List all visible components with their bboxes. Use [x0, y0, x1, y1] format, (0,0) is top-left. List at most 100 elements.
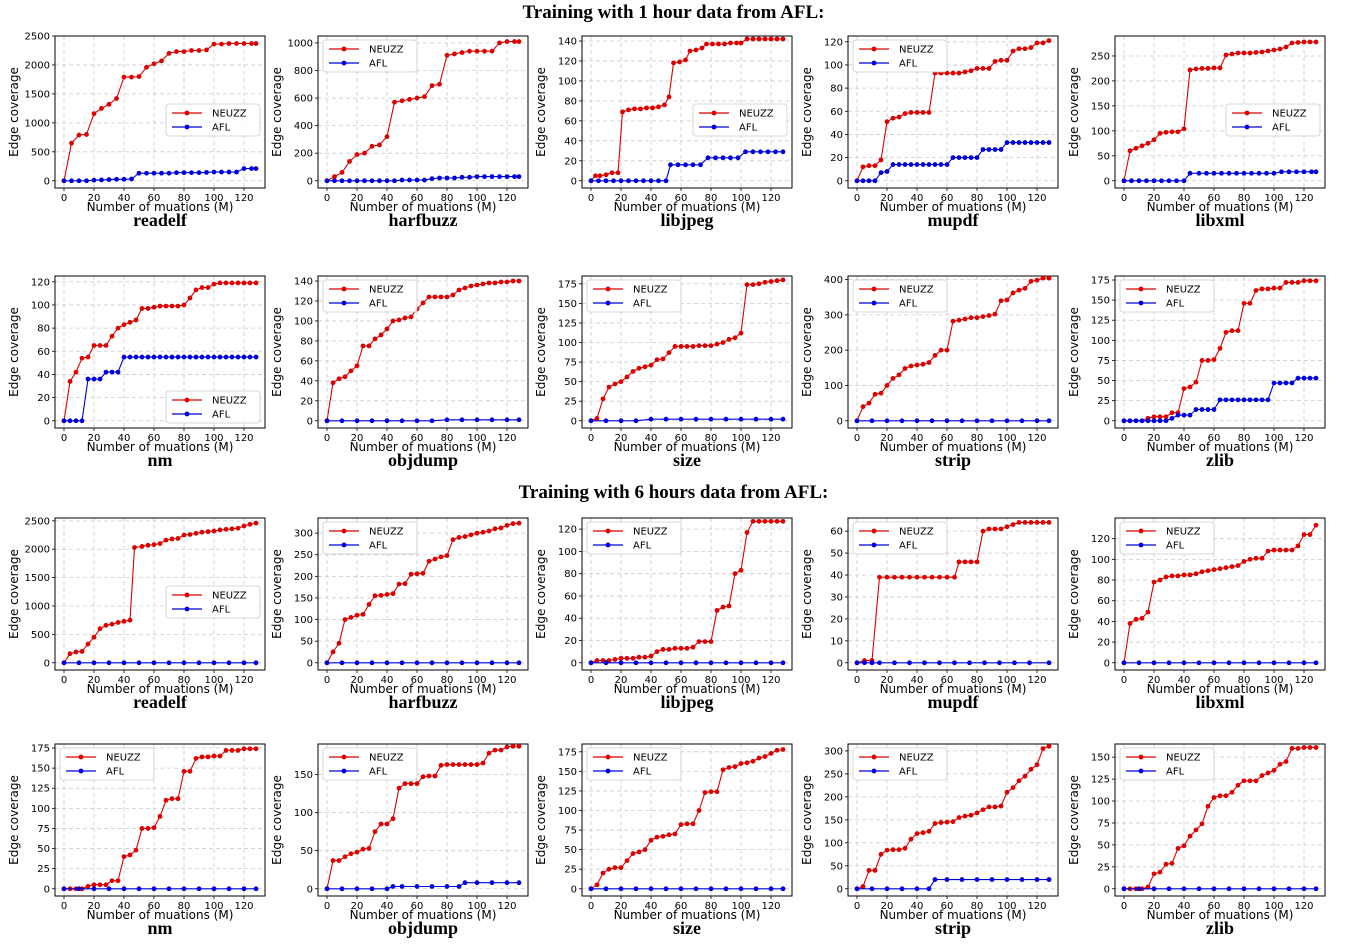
data-point-neuzz	[1040, 746, 1046, 751]
y-tick-label: 0	[837, 658, 843, 669]
data-point-afl	[1181, 412, 1187, 418]
x-tick-label: 0	[588, 433, 594, 444]
data-point-neuzz	[109, 333, 115, 339]
data-point-neuzz	[456, 535, 462, 540]
x-tick-label: 0	[588, 193, 594, 204]
data-point-afl	[998, 147, 1004, 152]
legend-box	[322, 521, 418, 555]
data-point-neuzz	[998, 803, 1004, 809]
y-tick-label: 60	[1097, 596, 1110, 607]
section-title-1h: Training with 1 hour data from AFL:	[522, 2, 825, 23]
data-point-afl	[1241, 397, 1247, 403]
x-tick-label: 60	[148, 901, 161, 912]
data-point-afl	[899, 418, 905, 424]
data-point-neuzz	[1193, 571, 1199, 577]
data-point-neuzz	[1235, 50, 1241, 56]
y-tick-label: 75	[564, 358, 577, 369]
data-point-afl	[920, 162, 926, 167]
x-tick-label: 20	[351, 675, 364, 686]
legend-marker-neuzz	[871, 754, 877, 760]
legend-marker-afl	[341, 60, 347, 66]
y-tick-label: 80	[830, 84, 843, 95]
data-point-neuzz	[510, 743, 516, 749]
data-point-afl	[489, 174, 495, 180]
data-point-neuzz	[986, 804, 992, 810]
y-axis-label: Edge coverage	[800, 67, 814, 157]
data-point-afl	[693, 886, 699, 892]
data-point-neuzz	[420, 300, 426, 306]
legend-box	[852, 747, 948, 781]
x-tick-label: 100	[997, 675, 1016, 686]
y-tick-label: 0	[307, 176, 313, 187]
data-point-neuzz	[79, 355, 85, 361]
data-point-neuzz	[253, 280, 259, 286]
subplot-title: zlib	[1206, 450, 1234, 470]
subplot-title: harfbuzz	[389, 210, 458, 230]
data-point-neuzz	[1133, 616, 1139, 622]
data-point-afl	[989, 418, 995, 424]
y-tick-label: 75	[37, 824, 50, 835]
data-point-neuzz	[1199, 821, 1205, 827]
y-tick-label: 0	[1104, 416, 1110, 427]
data-point-neuzz	[73, 649, 79, 655]
x-tick-label: 0	[61, 433, 67, 444]
axes-frame	[581, 517, 793, 671]
data-point-neuzz	[181, 768, 187, 774]
x-tick-label: 40	[1178, 675, 1191, 686]
data-point-neuzz	[654, 834, 660, 840]
data-point-afl	[73, 418, 79, 424]
y-tick-label: 50	[1097, 376, 1110, 387]
subplot-size-6h: 0 20 40 60 80 100 1200255075100125150175Number…	[534, 743, 793, 938]
x-tick-label: 60	[1208, 193, 1221, 204]
y-tick-label: 40	[564, 614, 577, 625]
data-point-afl	[1219, 170, 1224, 176]
data-point-afl	[648, 886, 654, 892]
legend-box	[165, 103, 261, 137]
data-point-neuzz	[181, 302, 187, 308]
legend-marker-afl	[871, 768, 877, 774]
data-point-afl	[1004, 418, 1010, 424]
data-point-afl	[193, 354, 199, 360]
data-point-afl	[234, 169, 239, 175]
data-point-afl	[504, 660, 510, 666]
x-tick-label: 100	[204, 193, 223, 204]
data-point-afl	[708, 416, 714, 422]
data-point-afl	[866, 178, 872, 184]
data-point-neuzz	[497, 40, 502, 46]
legend-marker-afl	[605, 300, 611, 306]
data-point-neuzz	[241, 746, 247, 752]
data-point-neuzz	[594, 658, 600, 663]
data-point-neuzz	[1169, 860, 1175, 866]
data-point-afl	[872, 178, 878, 184]
data-point-neuzz	[438, 554, 444, 560]
data-point-afl	[467, 174, 472, 180]
data-point-neuzz	[974, 66, 980, 71]
data-point-afl	[151, 886, 157, 892]
y-tick-label: 0	[44, 884, 50, 895]
x-tick-label: 80	[441, 675, 454, 686]
data-point-neuzz	[1283, 280, 1289, 285]
data-point-neuzz	[145, 542, 151, 548]
y-tick-label: 40	[564, 136, 577, 147]
data-point-afl	[253, 886, 259, 892]
data-point-afl	[1151, 886, 1157, 892]
data-point-neuzz	[1169, 129, 1175, 135]
data-point-neuzz	[780, 36, 786, 42]
x-tick-label: 80	[178, 901, 191, 912]
data-point-neuzz	[1277, 761, 1283, 767]
data-point-neuzz	[205, 285, 211, 290]
data-point-afl	[1204, 170, 1209, 176]
data-point-neuzz	[145, 306, 151, 311]
data-point-neuzz	[492, 280, 498, 286]
data-point-neuzz	[1046, 38, 1052, 44]
y-tick-label: 60	[300, 356, 313, 367]
data-point-neuzz	[157, 541, 163, 546]
data-point-neuzz	[474, 762, 480, 767]
data-point-neuzz	[151, 61, 157, 67]
data-point-afl	[944, 162, 950, 167]
data-point-neuzz	[683, 57, 688, 63]
data-point-neuzz	[1010, 290, 1016, 296]
data-point-afl	[1313, 660, 1319, 666]
data-point-neuzz	[1193, 827, 1199, 833]
data-point-neuzz	[211, 753, 217, 759]
